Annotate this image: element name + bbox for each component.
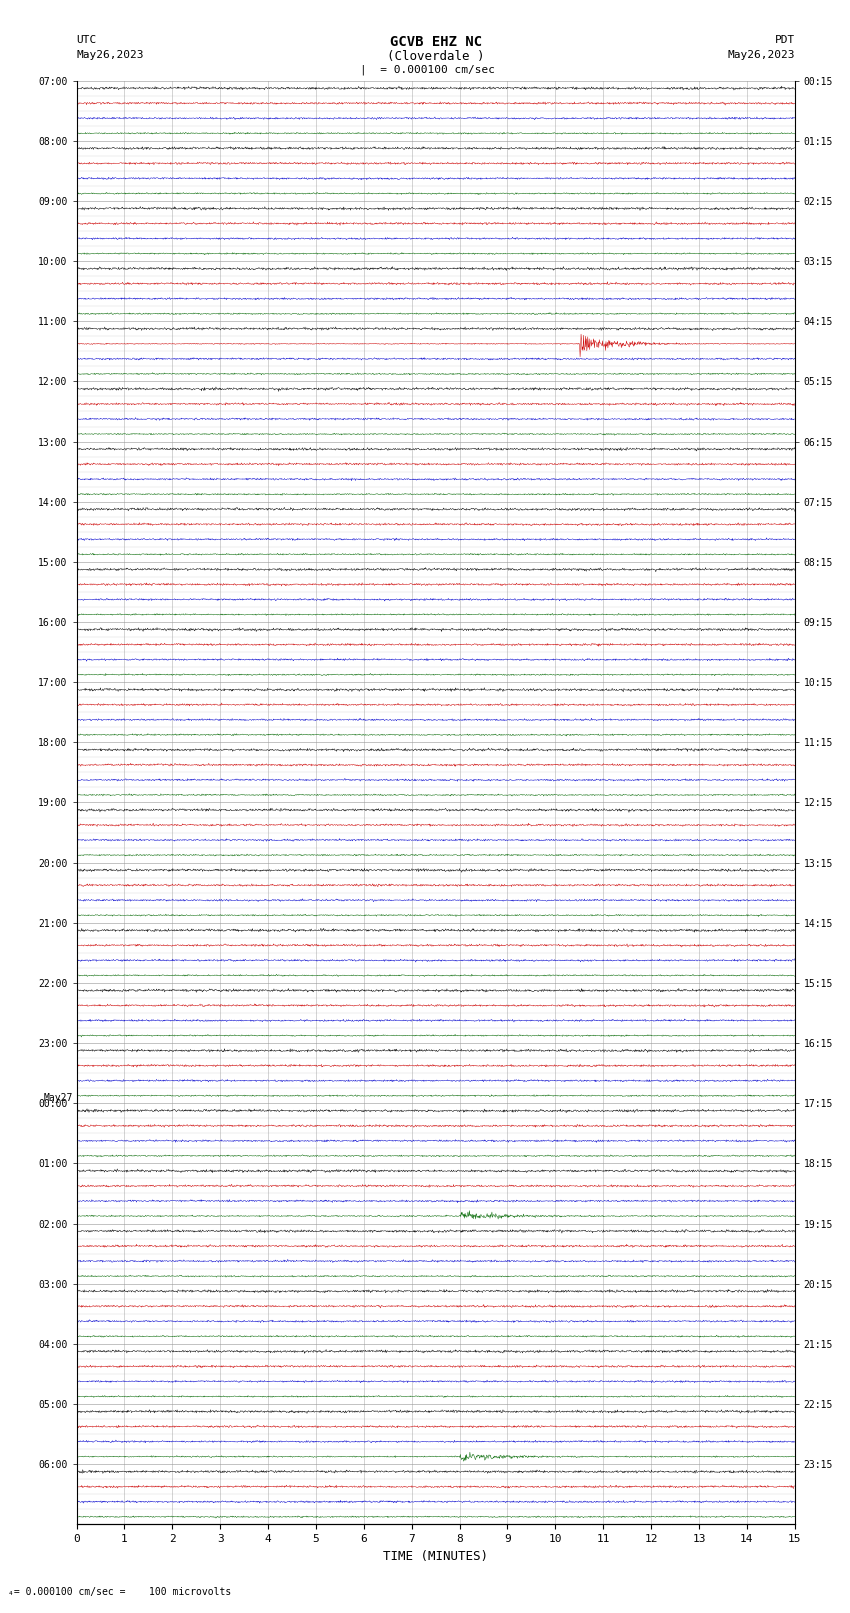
Text: ₄= 0.000100 cm/sec =    100 microvolts: ₄= 0.000100 cm/sec = 100 microvolts xyxy=(8,1587,232,1597)
Text: May26,2023: May26,2023 xyxy=(76,50,144,60)
Text: May26,2023: May26,2023 xyxy=(728,50,795,60)
Text: May27: May27 xyxy=(43,1094,73,1103)
X-axis label: TIME (MINUTES): TIME (MINUTES) xyxy=(383,1550,488,1563)
Text: GCVB EHZ NC: GCVB EHZ NC xyxy=(389,35,482,50)
Text: |  = 0.000100 cm/sec: | = 0.000100 cm/sec xyxy=(360,65,495,76)
Text: (Cloverdale ): (Cloverdale ) xyxy=(387,50,484,63)
Text: UTC: UTC xyxy=(76,35,97,45)
Text: PDT: PDT xyxy=(774,35,795,45)
